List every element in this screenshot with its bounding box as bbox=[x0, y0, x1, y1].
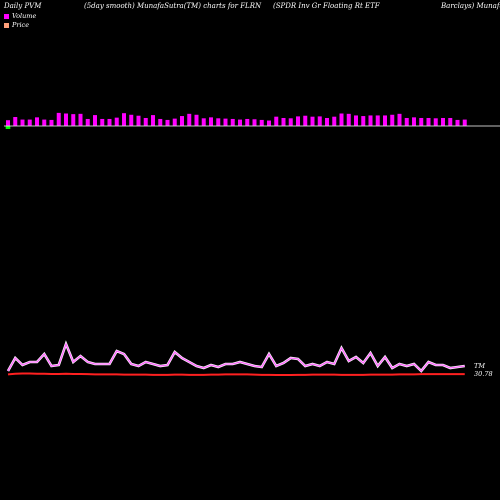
volume-bar bbox=[396, 113, 403, 127]
volume-bar bbox=[288, 117, 294, 127]
chart-title-left: Daily PVM bbox=[4, 2, 42, 10]
chart-title-right: (SPDR Inv Gr Floating Rt ETF bbox=[273, 2, 380, 10]
volume-bar bbox=[454, 119, 461, 127]
volume-bar bbox=[425, 117, 432, 127]
pvm-line-layer bbox=[6, 340, 465, 373]
volume-bar bbox=[208, 116, 214, 127]
price-line-layer bbox=[7, 372, 465, 377]
volume-bar bbox=[237, 118, 243, 127]
volume-bar bbox=[440, 117, 446, 127]
volume-bar bbox=[77, 113, 84, 127]
volume-bar bbox=[70, 113, 76, 127]
volume-bar bbox=[411, 116, 417, 127]
pvm-line bbox=[7, 342, 465, 372]
legend-price-label: Price bbox=[12, 21, 30, 29]
volume-bar bbox=[186, 113, 192, 127]
legend-volume-label: Volume bbox=[12, 12, 37, 20]
volume-bar bbox=[172, 118, 178, 127]
volume-bar bbox=[367, 114, 374, 127]
volume-bar bbox=[150, 114, 156, 127]
volume-bar bbox=[63, 112, 69, 127]
volume-bar bbox=[389, 114, 395, 127]
volume-bar bbox=[418, 117, 424, 127]
volume-bars bbox=[5, 112, 468, 129]
volume-bar bbox=[331, 116, 337, 127]
pvm-line-glow bbox=[6, 340, 465, 373]
volume-bar bbox=[346, 113, 352, 127]
volume-bar bbox=[121, 112, 127, 127]
volume-bar bbox=[201, 117, 207, 127]
volume-bar bbox=[135, 115, 142, 127]
volume-bar bbox=[56, 112, 62, 127]
volume-bar bbox=[309, 116, 316, 127]
pvm-end-label: TM bbox=[474, 362, 485, 370]
volume-bar bbox=[433, 117, 439, 127]
volume-bar bbox=[273, 116, 279, 127]
volume-bar bbox=[92, 114, 98, 127]
legend-volume-swatch bbox=[4, 13, 9, 19]
volume-bar bbox=[375, 114, 381, 127]
volume-bar bbox=[462, 118, 468, 127]
volume-bar bbox=[215, 117, 221, 127]
volume-bar bbox=[5, 119, 11, 127]
volume-bar bbox=[382, 114, 388, 127]
volume-bar bbox=[353, 114, 359, 127]
volume-bar bbox=[295, 115, 301, 127]
volume-bar bbox=[251, 118, 258, 127]
volume-bar bbox=[317, 115, 323, 127]
volume-bar bbox=[85, 118, 91, 127]
volume-bar bbox=[244, 118, 250, 127]
volume-bar bbox=[48, 119, 55, 127]
volume-bar bbox=[27, 118, 33, 127]
volume-bar bbox=[164, 119, 171, 127]
volume-bar bbox=[447, 117, 453, 127]
legend-price: Price bbox=[4, 21, 29, 29]
volume-bar bbox=[230, 118, 236, 127]
volume-bar bbox=[193, 114, 200, 127]
volume-bar bbox=[12, 116, 18, 127]
volume-bar bbox=[157, 118, 163, 127]
volume-bar bbox=[34, 116, 40, 127]
volume-bar bbox=[338, 112, 345, 127]
volume-bar bbox=[222, 118, 229, 127]
chart-title-center: (5day smooth) MunafaSutra(TM) charts for… bbox=[84, 2, 262, 10]
volume-bar bbox=[114, 117, 120, 127]
volume-bar bbox=[19, 118, 26, 127]
volume-bar bbox=[128, 114, 134, 127]
volume-bar bbox=[266, 119, 272, 127]
chart-title-far-right: Barclays) MunafaSu bbox=[441, 2, 500, 10]
legend-volume: Volume bbox=[4, 12, 36, 20]
volume-bar bbox=[404, 117, 410, 127]
price-end-label: 30.78 bbox=[474, 370, 493, 378]
legend-price-swatch bbox=[4, 22, 9, 28]
volume-bar bbox=[324, 117, 330, 127]
volume-bar bbox=[302, 115, 308, 127]
volume-bar bbox=[41, 118, 47, 127]
volume-bar bbox=[99, 118, 105, 127]
volume-bar bbox=[179, 115, 185, 127]
volume-bar bbox=[143, 117, 149, 127]
volume-bar bbox=[280, 117, 287, 127]
volume-bar bbox=[259, 119, 265, 127]
price-line bbox=[7, 372, 465, 377]
volume-up-marker bbox=[5, 126, 11, 129]
volume-bar bbox=[360, 115, 366, 127]
volume-bar bbox=[106, 118, 113, 127]
